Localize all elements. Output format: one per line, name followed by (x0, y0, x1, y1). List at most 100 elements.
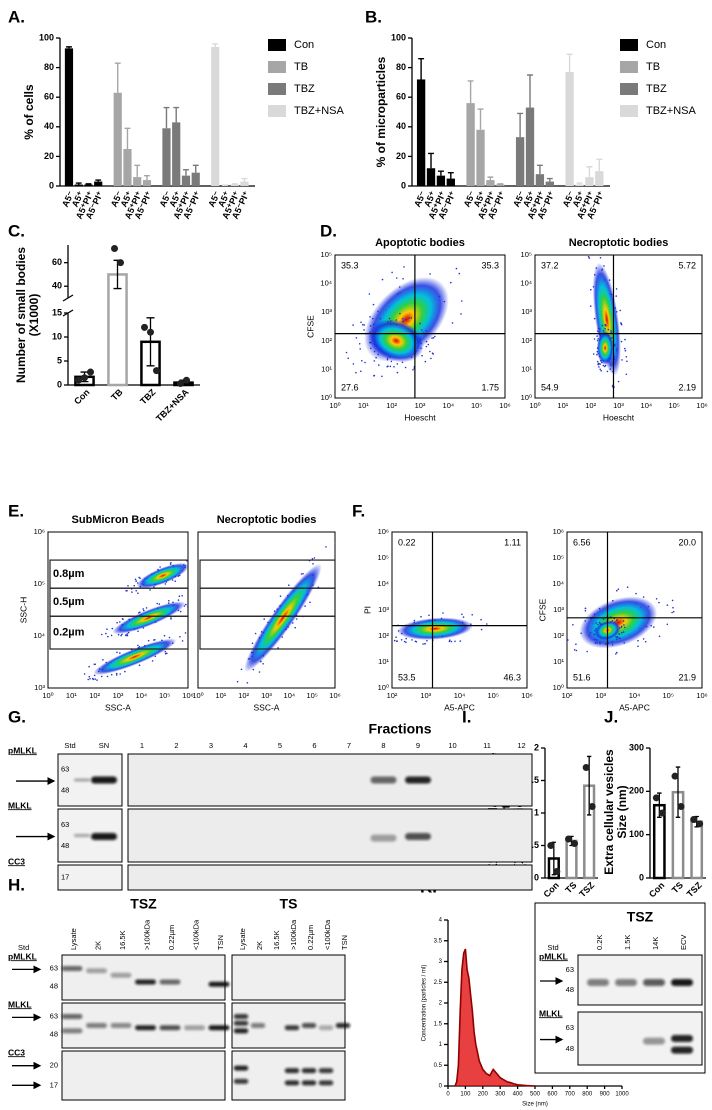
marker-label: 63 (61, 765, 69, 774)
event-dot (355, 371, 357, 374)
event-dot (390, 360, 393, 363)
event-dot (236, 680, 239, 683)
event-dot (360, 370, 362, 373)
y-tick-label: 10⁰ (378, 683, 389, 692)
event-dot (149, 589, 151, 591)
density (83, 558, 188, 681)
gate-label: 0.5µm (53, 596, 85, 608)
event-dot (589, 632, 592, 634)
event-dot (460, 313, 462, 315)
bar (142, 180, 152, 186)
data-point (690, 816, 698, 823)
event-dot (454, 640, 456, 643)
x-tick-label: 10⁶ (329, 691, 340, 700)
blot-band (233, 1028, 249, 1034)
event-dot (137, 644, 139, 647)
data-point (588, 803, 596, 810)
event-dot (621, 625, 623, 628)
event-dot (181, 640, 184, 642)
event-dot (375, 356, 377, 359)
data-point (658, 809, 666, 817)
quadrant-value: 21.9 (678, 672, 696, 682)
event-dot (184, 632, 187, 634)
event-dot (377, 310, 379, 313)
bar (172, 122, 181, 186)
event-dot (121, 633, 123, 636)
event-dot (252, 668, 255, 671)
blot-band (61, 1014, 83, 1019)
bar (525, 107, 535, 186)
x-tick-label: 10⁶ (521, 691, 532, 700)
lane-label: 0.22µm (306, 925, 315, 950)
event-dot (399, 312, 401, 315)
event-dot (626, 360, 628, 363)
blot-band (135, 1025, 156, 1031)
y-tick-label: 10⁴ (552, 579, 564, 588)
event-dot (125, 590, 127, 592)
y-tick-label: 10² (378, 631, 389, 640)
blot-band (233, 1014, 249, 1019)
event-dot (450, 640, 453, 643)
y-tick-label: 2 (439, 1001, 443, 1007)
event-dot (402, 317, 404, 320)
x-tick-label: 10¹ (358, 401, 369, 410)
bar (476, 129, 485, 186)
event-dot (622, 620, 625, 622)
lane-label: ECV (679, 935, 688, 950)
density-blob (93, 638, 177, 676)
event-dot (359, 348, 362, 350)
y-tick-label: 0 (639, 872, 644, 882)
event-dot (425, 329, 427, 332)
event-dot (362, 323, 364, 326)
y-tick-label: 10⁵ (521, 250, 532, 259)
bar (446, 178, 455, 186)
event-dot (400, 639, 403, 641)
gate-label: 0.8µm (53, 568, 85, 580)
event-dot (179, 610, 182, 613)
blot-band (233, 1078, 249, 1084)
blot-band (405, 833, 431, 841)
event-dot (616, 636, 618, 639)
event-dot (100, 675, 103, 678)
x-tick-label: 10⁵ (663, 691, 674, 700)
y-tick-label: 3 (439, 959, 443, 965)
blot-panel (127, 864, 533, 891)
event-dot (593, 338, 596, 340)
event-dot (642, 596, 645, 598)
x-tick-label: 10³ (595, 691, 606, 700)
lane-label: >100kDa (289, 919, 298, 950)
bar (416, 79, 426, 186)
y-tick-label: 200 (629, 786, 644, 796)
bar (133, 177, 142, 186)
y-tick-label: 60 (396, 92, 406, 102)
y-axis-label: Extra cellular vesicles (602, 749, 616, 875)
event-dot (164, 650, 167, 653)
bar (162, 128, 171, 186)
event-dot (147, 639, 150, 642)
y-tick-label: 10⁴ (377, 579, 389, 588)
event-dot (174, 580, 176, 582)
lane-label: 10 (448, 741, 456, 750)
y-tick-label: 300 (629, 742, 644, 752)
event-dot (449, 639, 451, 641)
event-dot (410, 317, 413, 319)
event-dot (94, 678, 96, 680)
event-dot (143, 609, 145, 612)
event-dot (300, 573, 303, 575)
bar (191, 172, 200, 186)
x-tick-label: 10⁶ (696, 691, 707, 700)
error-bar (66, 46, 72, 49)
y-tick-label: 80 (396, 62, 406, 72)
event-dot (115, 672, 118, 675)
marker-label: 17 (50, 1080, 58, 1089)
event-dot (575, 649, 578, 652)
event-dot (369, 316, 371, 318)
legend-label: TBZ (294, 83, 315, 95)
event-dot (92, 677, 94, 680)
quadrant-value: 1.75 (481, 382, 499, 392)
event-dot (138, 664, 141, 666)
x-tick-label: 10² (238, 691, 249, 700)
bar (113, 92, 122, 186)
event-dot (83, 673, 86, 675)
